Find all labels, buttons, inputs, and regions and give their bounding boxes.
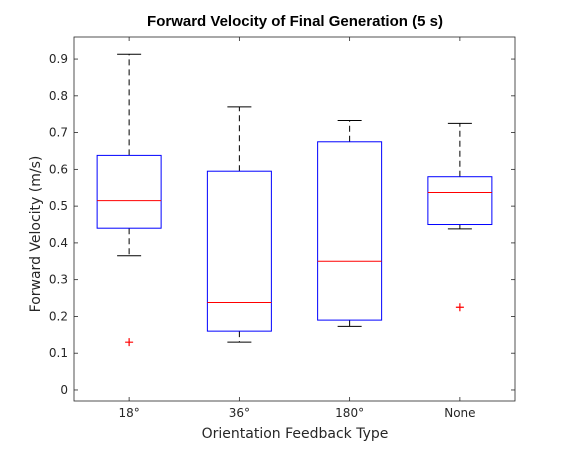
- y-tick-label: 0.9: [49, 52, 68, 66]
- iqr-box: [96, 154, 162, 229]
- y-tick-label: 0.4: [49, 236, 68, 250]
- iqr-box: [206, 170, 272, 332]
- x-tick-label: None: [444, 406, 475, 420]
- x-tick-label: 18°: [118, 406, 139, 420]
- y-tick-label: 0.7: [49, 126, 68, 140]
- box-group: [427, 122, 493, 312]
- x-axis-label: Orientation Feedback Type: [202, 426, 389, 442]
- iqr-box: [427, 176, 493, 226]
- boxes-group: [96, 53, 493, 347]
- y-tick-label: 0.8: [49, 89, 68, 103]
- y-tick-label: 0.2: [49, 309, 68, 323]
- x-tick-label: 36°: [229, 406, 250, 420]
- outlier-marker: [455, 303, 464, 312]
- plot-area-frame: [73, 36, 516, 402]
- y-tick-label: 0: [60, 383, 68, 397]
- chart-title: Forward Velocity of Final Generation (5 …: [147, 13, 443, 30]
- y-tick-label: 0.1: [49, 346, 68, 360]
- y-tick-label: 0.6: [49, 162, 68, 176]
- box-group: [96, 53, 162, 347]
- box-group: [317, 119, 383, 327]
- x-tick-label: 180°: [335, 406, 364, 420]
- axis-ticks-group: 0 0.1 0.2 0.3 0.4 0.5 0.6 0.7 0.8 0.9 18° 36° 180° No…: [49, 37, 515, 420]
- y-tick-label: 0.5: [49, 199, 68, 213]
- iqr-box: [317, 141, 383, 321]
- y-axis-label: Forward Velocity (m/s): [28, 156, 44, 313]
- y-tick-label: 0.3: [49, 273, 68, 287]
- box-group: [206, 106, 272, 343]
- outlier-marker: [125, 338, 134, 347]
